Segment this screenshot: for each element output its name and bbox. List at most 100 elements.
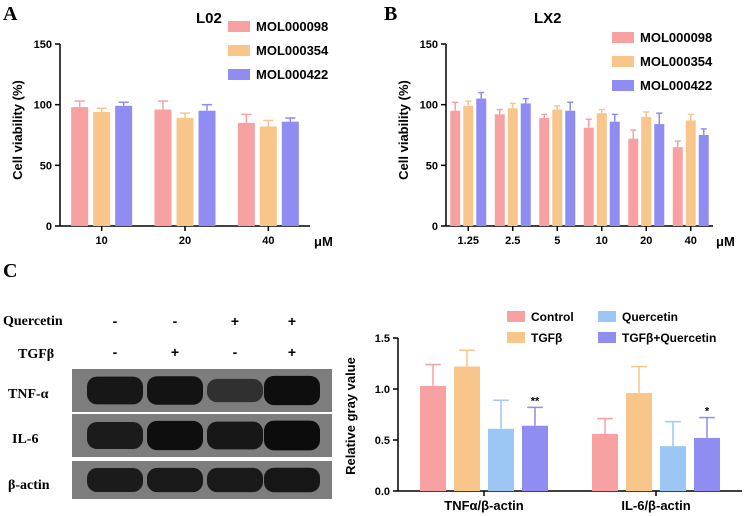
western-blot: Quercetin TGFβ - - + + - + - + TNF-α IL-6 β-act… — [3, 313, 332, 499]
chart-a-bar-mol000098-40 — [237, 122, 255, 226]
blot-band-actin-lane1 — [87, 468, 143, 492]
chart-a-ytick-label: 0 — [46, 221, 52, 233]
chart-a-legend-label-mol000422: MOL000422 — [256, 67, 328, 82]
chart-c-ytick-label: 1.5 — [375, 333, 390, 345]
chart-a-xtick-label-40: 40 — [262, 235, 274, 247]
blot-band-il-6-lane4 — [264, 420, 320, 451]
blot-sign-quercetin-lane1: - — [113, 313, 118, 329]
chart-b-bar-mol000354-2-5 — [507, 108, 518, 226]
chart-b-bar-mol000422-1-25 — [476, 98, 487, 226]
chart-c-ylabel: Relative gray value — [343, 357, 358, 475]
chart-b-x-unit: μM — [716, 234, 735, 249]
chart-b-title: LX2 — [534, 10, 562, 27]
chart-b-bar-mol000098-20 — [628, 138, 639, 226]
chart-a-legend-swatch-mol000354 — [228, 45, 250, 56]
chart-a-xtick-label-10: 10 — [96, 235, 108, 247]
chart-b-ytick-label: 0 — [432, 221, 438, 233]
blot-sign-quercetin-lane2: - — [173, 313, 178, 329]
chart-b-legend-label-mol000098: MOL000098 — [640, 30, 712, 45]
chart-a-bar-mol000354-20 — [176, 118, 194, 226]
blot-band-tnf-lane3 — [207, 378, 263, 403]
chart-b-bar-mol000422-2-5 — [520, 103, 531, 226]
chart-a-bar-mol000422-20 — [198, 110, 216, 226]
panel-letter-a: A — [3, 3, 18, 25]
chart-c-ytick-label: 1.0 — [375, 384, 390, 396]
panel-letter-b: B — [384, 3, 397, 25]
chart-b-legend-label-mol000354: MOL000354 — [640, 54, 713, 69]
blot-sign-tgf-lane3: - — [233, 344, 238, 360]
blot-band-tnf-lane1 — [87, 376, 143, 405]
blot-band-il-6-lane2 — [147, 420, 203, 451]
chart-b-xtick-label-40: 40 — [685, 235, 697, 247]
chart-b-bar-mol000354-5 — [552, 109, 563, 226]
chart-a-legend-label-mol000098: MOL000098 — [256, 19, 328, 34]
blot-sign-tgf-lane2: + — [171, 344, 179, 360]
blot-band-label-tnfa: TNF-α — [8, 387, 49, 402]
chart-b-ytick-label: 50 — [426, 160, 438, 172]
chart-c-legend-swatch-control — [507, 311, 525, 322]
chart-a-ylabel: Cell viability (%) — [10, 80, 25, 180]
blot-band-il-6-lane3 — [207, 421, 263, 450]
blot-sign-tgf-lane4: + — [288, 344, 296, 360]
chart-b-bar-mol000098-10 — [583, 127, 594, 226]
chart-c-bar-quercetin-il-6-actin — [660, 446, 686, 491]
chart-b-xtick-label-2-5: 2.5 — [505, 235, 520, 247]
chart-b-ylabel: Cell viability (%) — [396, 80, 411, 180]
chart-a-bar-mol000098-20 — [154, 109, 172, 226]
chart-c: Relative gray value 0.0 0.5 1.0 1.5 TNFα/β-a… — [343, 310, 742, 513]
chart-c-annotation: * — [705, 406, 710, 418]
panel-letter-c: C — [3, 260, 17, 282]
chart-c-ytick-label: 0.0 — [375, 486, 390, 498]
chart-c-legend-label-control: Control — [531, 310, 574, 324]
chart-b-bar-mol000422-40 — [698, 135, 709, 226]
chart-b-xtick-label-1-25: 1.25 — [458, 235, 479, 247]
chart-c-bar-quercetin-tnf-actin — [488, 428, 514, 491]
blot-treatment-label-quercetin: Quercetin — [3, 314, 63, 329]
blot-band-actin-lane3 — [207, 467, 263, 493]
chart-b-bar-mol000422-10 — [609, 121, 620, 226]
chart-c-bar-control-il-6-actin — [592, 433, 618, 491]
chart-b-bar-mol000422-20 — [654, 124, 665, 226]
chart-a-x-unit: μM — [314, 234, 333, 249]
chart-c-bar-tgf-il-6-actin — [626, 393, 652, 491]
chart-b-bar-mol000098-2-5 — [494, 114, 505, 226]
blot-sign-tgf-lane1: - — [113, 344, 118, 360]
chart-a: L02 Cell viability (%) μM 0 50 100 150 10 20 4… — [10, 10, 333, 249]
chart-b-bar-mol000098-40 — [672, 147, 683, 226]
chart-b-legend-swatch-mol000354 — [612, 56, 634, 67]
chart-a-ytick-label: 50 — [40, 160, 52, 172]
chart-b-bar-mol000422-5 — [565, 110, 576, 226]
chart-a-bar-mol000354-40 — [259, 126, 277, 226]
blot-sign-quercetin-lane3: + — [231, 313, 239, 329]
chart-c-xtick-label-il-6-actin: IL-6/β-actin — [621, 498, 690, 513]
blot-sign-quercetin-lane4: + — [288, 313, 296, 329]
chart-a-bar-mol000098-10 — [71, 107, 89, 226]
chart-b-bar-mol000354-1-25 — [463, 105, 474, 226]
blot-treatment-label-tgfb: TGFβ — [18, 347, 54, 362]
chart-b-legend-swatch-mol000422 — [612, 80, 634, 91]
chart-a-legend-label-mol000354: MOL000354 — [256, 43, 329, 58]
chart-b-bar-mol000354-20 — [641, 116, 652, 226]
chart-c-bar-tgf-quercetin-il-6-actin — [694, 437, 720, 491]
chart-b-xtick-label-20: 20 — [640, 235, 652, 247]
chart-b-legend-swatch-mol000098 — [612, 32, 634, 43]
chart-a-ytick-label: 150 — [34, 39, 52, 51]
chart-c-legend-swatch-tgf-quercetin — [598, 332, 616, 343]
chart-c-legend-label-tgf-quercetin: TGFβ+Quercetin — [622, 331, 716, 345]
chart-a-xtick-label-20: 20 — [179, 235, 191, 247]
chart-c-bar-tgf-tnf-actin — [454, 366, 480, 491]
blot-band-actin-lane4 — [264, 467, 320, 493]
blot-band-actin-lane2 — [147, 467, 203, 493]
chart-b-xtick-label-5: 5 — [554, 235, 560, 247]
chart-a-bar-mol000422-40 — [281, 121, 299, 226]
chart-a-bar-mol000354-10 — [93, 111, 111, 226]
blot-band-label-il6: IL-6 — [12, 432, 38, 447]
chart-b-legend-label-mol000422: MOL000422 — [640, 78, 712, 93]
chart-a-legend-swatch-mol000422 — [228, 69, 250, 80]
chart-c-legend-label-tgf: TGFβ — [531, 331, 562, 345]
blot-band-il-6-lane1 — [87, 421, 143, 450]
blot-band-label-beta-actin: β-actin — [8, 478, 50, 493]
chart-b-ytick-label: 100 — [420, 100, 438, 112]
chart-b-xtick-label-10: 10 — [596, 235, 608, 247]
